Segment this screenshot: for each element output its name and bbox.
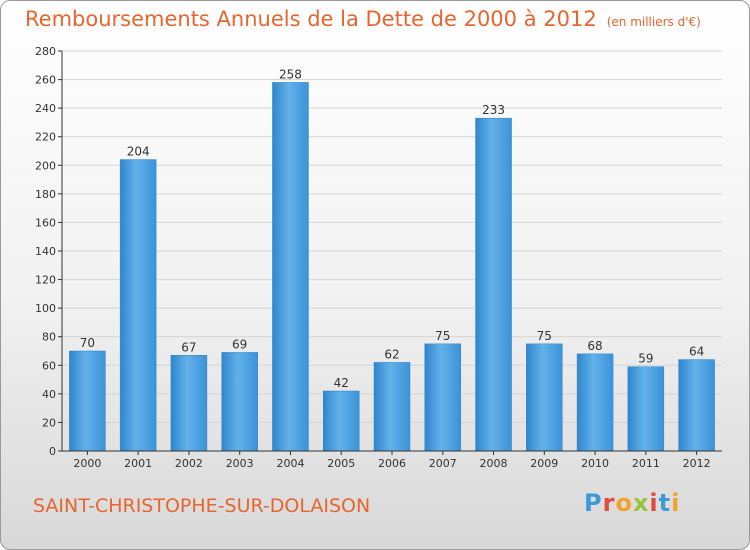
x-tick-label: 2009 (530, 457, 558, 470)
bar-value-label: 75 (435, 329, 450, 343)
y-tick-label: 240 (35, 102, 56, 115)
x-tick-label: 2011 (632, 457, 660, 470)
bar-value-label: 233 (482, 103, 505, 117)
x-tick-label: 2008 (480, 457, 508, 470)
bar (170, 355, 208, 452)
proxiti-logo: Proxiti (584, 489, 680, 517)
bar-value-label: 59 (638, 352, 653, 366)
x-tick-label: 2000 (73, 457, 101, 470)
bar (272, 82, 309, 452)
bar (322, 390, 360, 452)
y-tick-label: 80 (42, 331, 56, 344)
bar-value-label: 204 (127, 145, 150, 159)
y-tick-label: 260 (35, 74, 56, 87)
bar (373, 362, 411, 452)
chart-title: Remboursements Annuels de la Dette de 20… (25, 7, 701, 31)
x-tick-label: 2007 (429, 457, 457, 470)
bar (221, 352, 258, 452)
y-tick-label: 60 (42, 359, 56, 372)
bar (576, 353, 614, 452)
x-tick-label: 2005 (327, 457, 355, 470)
y-tick-label: 100 (35, 302, 56, 315)
bar (475, 117, 512, 452)
x-tick-label: 2003 (226, 457, 254, 470)
y-tick-label: 40 (42, 388, 56, 401)
x-tick-label: 2006 (378, 457, 406, 470)
bar-value-label: 67 (181, 340, 196, 354)
y-tick-label: 0 (49, 445, 56, 458)
bar-value-label: 258 (279, 67, 302, 81)
bar (119, 159, 157, 452)
y-tick-label: 200 (35, 159, 56, 172)
logo-letter: P (584, 489, 603, 517)
y-tick-label: 120 (35, 274, 56, 287)
x-tick-label: 2001 (124, 457, 152, 470)
y-tick-label: 280 (35, 45, 56, 58)
commune-name: SAINT-CHRISTOPHE-SUR-DOLAISON (33, 495, 371, 517)
logo-letter: r (602, 489, 616, 517)
chart-unit: (en milliers d'€) (606, 15, 701, 29)
bar (526, 343, 563, 452)
logo-letter: x (632, 489, 650, 517)
bar (627, 366, 665, 452)
chart-title-text: Remboursements Annuels de la Dette de 20… (25, 7, 597, 31)
bar-value-label: 64 (689, 345, 704, 359)
bar-value-label: 42 (334, 376, 349, 390)
y-tick-label: 20 (42, 416, 56, 429)
bar (678, 359, 715, 452)
y-tick-label: 140 (35, 245, 56, 258)
bar (69, 350, 106, 452)
x-tick-label: 2004 (276, 457, 304, 470)
bar-value-label: 70 (80, 336, 95, 350)
y-tick-label: 180 (35, 188, 56, 201)
x-tick-label: 2002 (175, 457, 203, 470)
bar (424, 343, 462, 452)
x-tick-label: 2012 (683, 457, 711, 470)
logo-letter: i (671, 489, 681, 517)
y-tick-label: 160 (35, 216, 56, 229)
bar-value-label: 62 (384, 347, 399, 361)
bar-value-label: 68 (587, 339, 602, 353)
logo-letter: t (658, 489, 672, 517)
logo-letter: o (615, 489, 633, 517)
bar-value-label: 75 (537, 329, 552, 343)
bar-value-label: 69 (232, 337, 247, 351)
logo-letter: i (649, 489, 659, 517)
x-tick-label: 2010 (581, 457, 609, 470)
y-tick-label: 220 (35, 131, 56, 144)
